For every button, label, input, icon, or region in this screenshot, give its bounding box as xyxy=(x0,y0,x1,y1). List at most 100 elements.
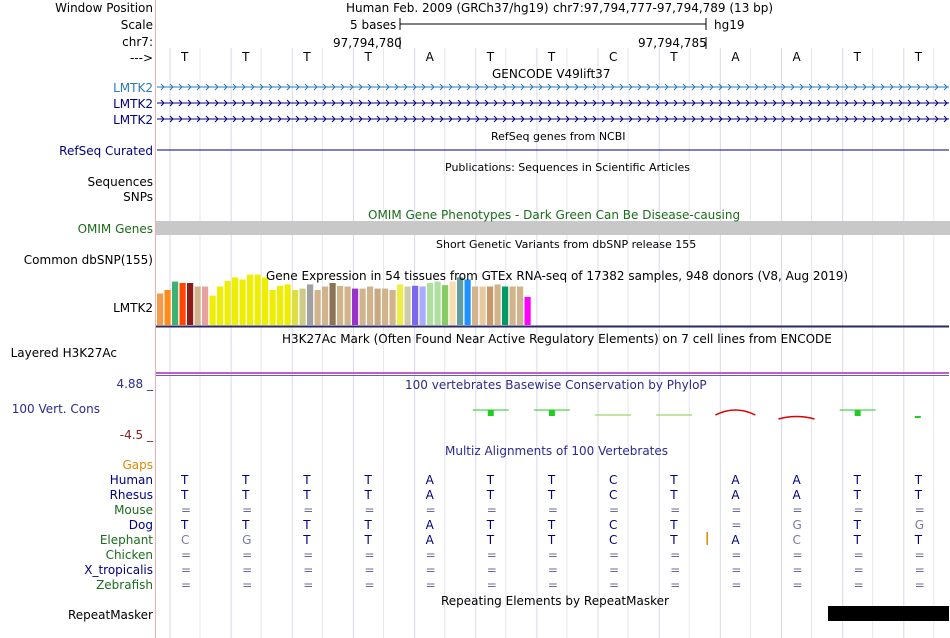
gtex-tissue-bar xyxy=(254,274,261,325)
alignment-base: A xyxy=(731,533,740,547)
alignment-base: = xyxy=(181,578,192,592)
omim-bar xyxy=(156,221,950,235)
coord-right: 97,794,785 xyxy=(638,36,707,50)
refseq-curated-label[interactable]: RefSeq Curated xyxy=(59,144,153,158)
gtex-tissue-bar xyxy=(509,286,516,325)
alignment-base: = xyxy=(792,563,803,577)
h3k27ac-label[interactable]: Layered H3K27Ac xyxy=(10,346,117,360)
alignment-base: G xyxy=(792,518,802,532)
base-letter: T xyxy=(914,50,923,64)
gtex-tissue-bar xyxy=(277,285,284,325)
repeatmasker-track-title: Repeating Elements by RepeatMasker xyxy=(441,594,669,608)
species-label[interactable]: Rhesus xyxy=(109,488,153,502)
gtex-tissue-bar xyxy=(449,281,456,325)
alignment-base: = xyxy=(242,578,253,592)
alignment-base: T xyxy=(486,518,495,532)
gtex-tissue-bar xyxy=(194,286,201,325)
gtex-tissue-bar xyxy=(157,293,164,325)
gtex-gene-label[interactable]: LMTK2 xyxy=(113,301,153,315)
repeat-element-block xyxy=(828,606,949,621)
alignment-base: = xyxy=(853,503,864,517)
alignment-base: = xyxy=(303,563,314,577)
db-text: hg19 xyxy=(714,18,745,32)
phylop-bar xyxy=(854,410,861,416)
alignment-base: T xyxy=(486,533,495,547)
gtex-tissue-bar xyxy=(524,297,531,325)
snps-label[interactable]: SNPs xyxy=(123,190,153,204)
base-letter: C xyxy=(609,50,618,64)
alignment-base: = xyxy=(303,503,314,517)
alignment-base: = xyxy=(609,563,620,577)
gtex-track-title: Gene Expression in 54 tissues from GTEx … xyxy=(266,269,849,283)
repeatmasker-label[interactable]: RepeatMasker xyxy=(67,608,153,622)
gtex-tissue-bar xyxy=(397,284,404,325)
gencode-gene-2-label[interactable]: LMTK2 xyxy=(113,97,153,111)
alignment-base: = xyxy=(242,563,253,577)
strand-arrow-label: ---> xyxy=(129,51,153,65)
phylop-label[interactable]: 100 Vert. Cons xyxy=(11,402,100,416)
alignment-base: = xyxy=(242,548,253,562)
alignment-base: = xyxy=(609,578,620,592)
position-text: chr7:97,794,777-97,794,789 (13 bp) xyxy=(553,1,774,15)
alignment-base: = xyxy=(853,578,864,592)
dbsnp-label[interactable]: Common dbSNP(155) xyxy=(23,253,153,267)
alignment-base: = xyxy=(731,563,742,577)
species-label[interactable]: X_tropicalis xyxy=(84,563,153,577)
alignment-base: T xyxy=(853,473,861,487)
alignment-base: = xyxy=(670,578,681,592)
alignment-base: A xyxy=(425,473,434,487)
alignment-base: C xyxy=(609,533,618,547)
gtex-tissue-bar xyxy=(322,286,329,325)
alignment-base: T xyxy=(303,518,311,532)
alignment-base: = xyxy=(303,578,314,592)
alignment-base: T xyxy=(547,533,556,547)
species-label[interactable]: Chicken xyxy=(105,548,153,562)
species-label[interactable]: Elephant xyxy=(99,533,153,547)
gene-strand-chevrons xyxy=(160,115,948,123)
alignment-base: T xyxy=(670,533,678,547)
gtex-tissue-bar xyxy=(412,285,419,325)
multiz-track-title: Multiz Alignments of 100 Vertebrates xyxy=(445,444,669,458)
gtex-tissue-bar xyxy=(262,277,269,325)
gtex-tissue-bar xyxy=(427,283,434,325)
publications-track-title: Publications: Sequences in Scientific Ar… xyxy=(445,161,690,174)
alignment-base: = xyxy=(181,503,192,517)
alignment-base: T xyxy=(670,488,678,502)
base-letter: T xyxy=(486,50,495,64)
gtex-tissue-bar xyxy=(517,286,524,325)
gaps-label[interactable]: Gaps xyxy=(122,458,153,472)
alignment-base: = xyxy=(181,563,192,577)
species-label[interactable]: Zebrafish xyxy=(96,578,153,592)
gtex-tissue-bar xyxy=(179,283,186,325)
gtex-tissue-bar xyxy=(487,286,494,325)
gtex-tissue-bar xyxy=(352,288,359,325)
alignment-base: = xyxy=(547,503,558,517)
alignment-base: T xyxy=(670,473,678,487)
alignment-base: = xyxy=(731,578,742,592)
alignment-base: = xyxy=(853,563,864,577)
alignment-base: T xyxy=(364,473,372,487)
alignment-base: T xyxy=(853,518,861,532)
gencode-gene-3-label[interactable]: LMTK2 xyxy=(113,113,153,127)
omim-genes-label[interactable]: OMIM Genes xyxy=(77,222,153,236)
gencode-gene-1-label[interactable]: LMTK2 xyxy=(113,81,153,95)
alignment-base: = xyxy=(547,563,558,577)
gtex-tissue-bar xyxy=(464,279,471,325)
alignment-base: = xyxy=(181,548,192,562)
gene-strand-chevrons xyxy=(160,83,948,91)
species-label[interactable]: Mouse xyxy=(114,503,153,517)
alignment-base: = xyxy=(731,503,742,517)
phylop-bar xyxy=(487,410,494,416)
alignment-base: T xyxy=(303,533,311,547)
species-label[interactable]: Dog xyxy=(128,518,153,532)
alignment-base: = xyxy=(914,578,925,592)
base-letter: A xyxy=(425,50,434,64)
phylop-track-title: 100 vertebrates Basewise Conservation by… xyxy=(405,378,707,392)
species-label[interactable]: Human xyxy=(109,473,153,487)
sequences-label[interactable]: Sequences xyxy=(87,175,153,189)
alignment-base: = xyxy=(792,503,803,517)
chrom-label: chr7: xyxy=(122,35,153,49)
alignment-base: = xyxy=(486,563,497,577)
gtex-tissue-bar xyxy=(269,290,276,325)
